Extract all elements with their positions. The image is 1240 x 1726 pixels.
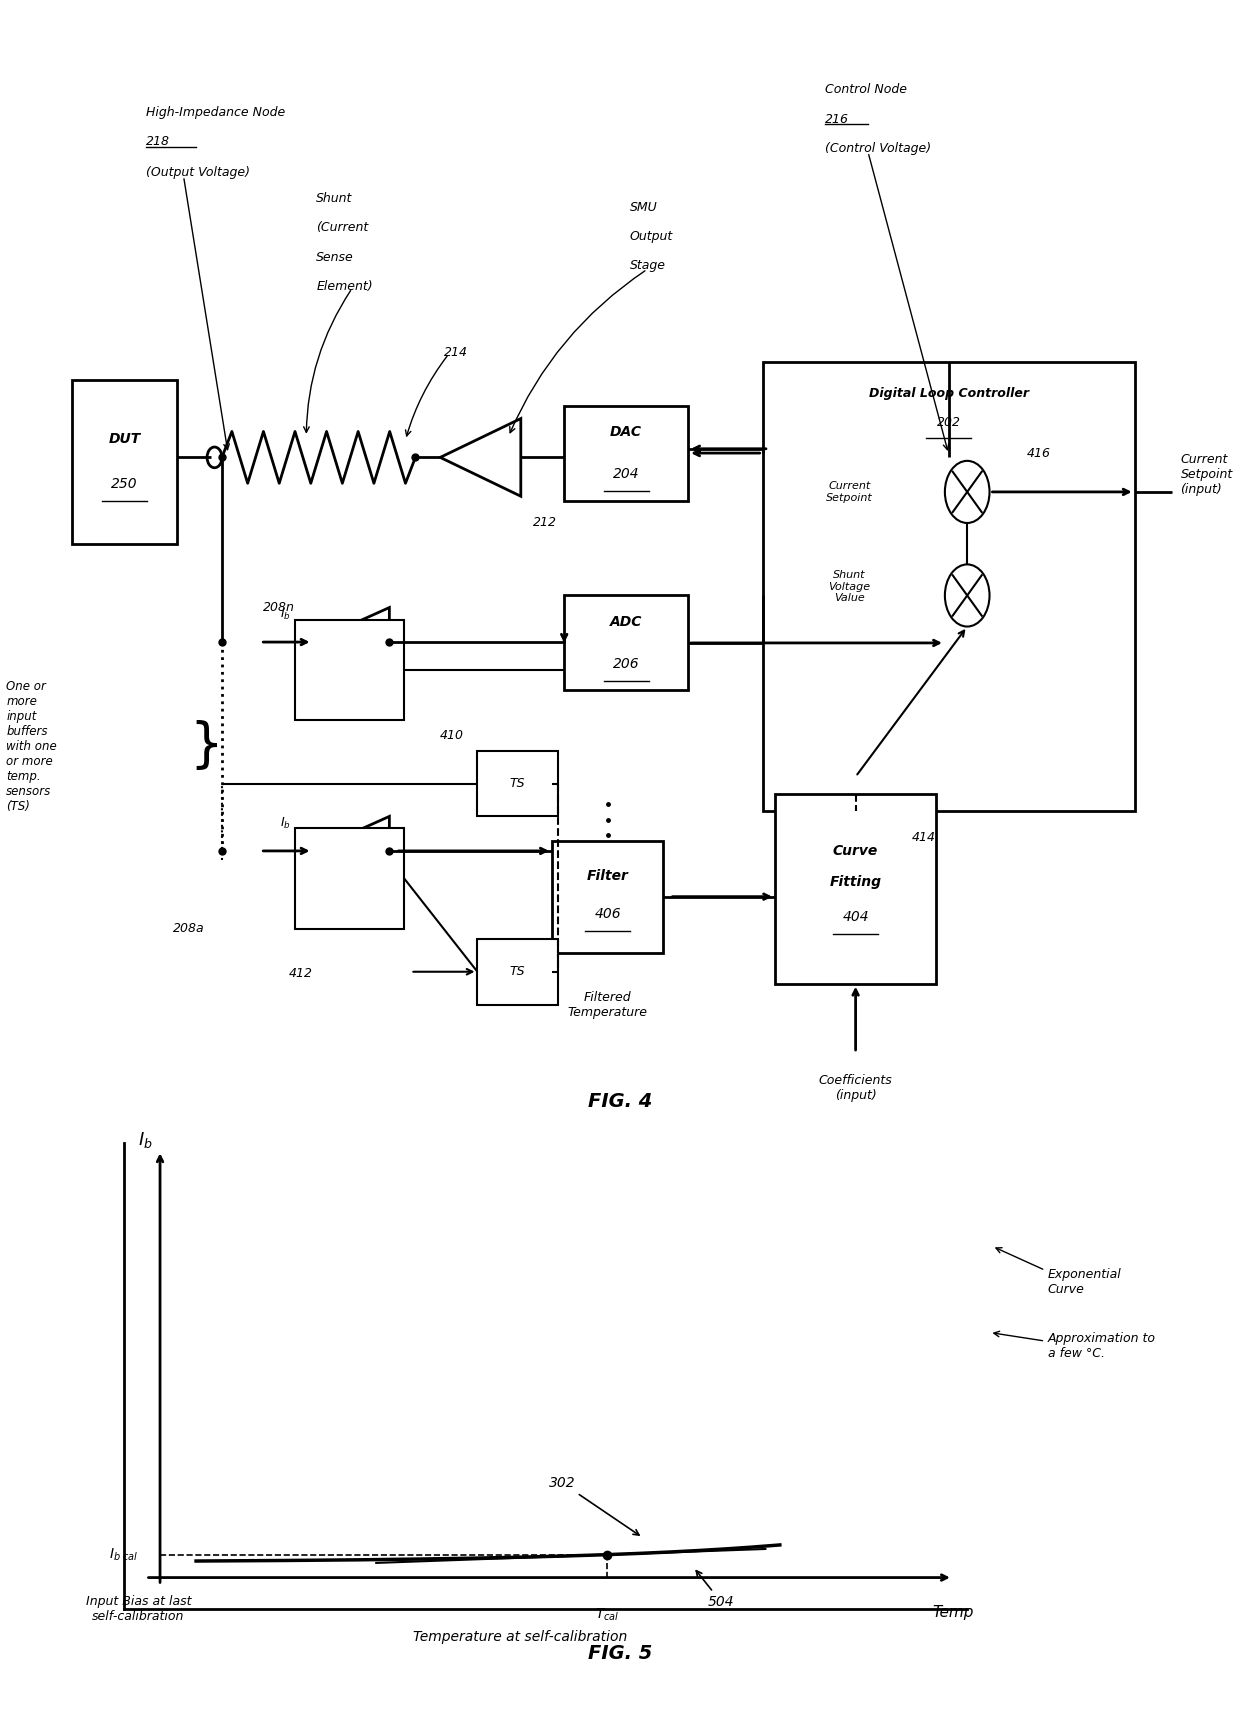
Text: 416: 416 [1027,447,1050,461]
Text: TS: TS [510,965,526,979]
Text: 208a: 208a [172,922,205,935]
Text: Output: Output [630,230,673,243]
Text: Temperature at self-calibration: Temperature at self-calibration [413,1629,627,1643]
Text: $I_b$: $I_b$ [280,816,290,830]
Text: Curve: Curve [833,844,878,858]
Text: 216: 216 [825,112,848,126]
Text: Filtered
Temperature: Filtered Temperature [568,991,647,1018]
Text: Current
Setpoint
(input): Current Setpoint (input) [1180,454,1233,495]
Text: ADC: ADC [610,614,642,630]
Text: SMU: SMU [630,200,657,214]
Text: 204: 204 [613,466,640,482]
Text: 206: 206 [613,656,640,671]
Text: Control Node: Control Node [825,83,906,97]
Bar [72,380,177,544]
Text: 414: 414 [911,830,935,844]
Text: (Current: (Current [316,221,368,235]
Text: 404: 404 [842,910,869,923]
Text: Digital Loop Controller: Digital Loop Controller [868,387,1029,400]
Text: DAC: DAC [610,425,642,440]
Text: 250: 250 [112,476,138,492]
Text: 202: 202 [936,416,961,430]
Text: Filter: Filter [587,868,629,884]
Text: 412: 412 [289,967,312,980]
Text: Coefficients
(input): Coefficients (input) [818,1074,893,1101]
Text: Sense: Sense [316,250,353,264]
Text: One or
more
input
buffers
with one
or more
temp.
sensors
(TS): One or more input buffers with one or mo… [6,680,57,813]
Text: $I_{b\ cal}$: $I_{b\ cal}$ [109,1546,139,1562]
Bar [775,794,936,984]
Text: (Output Voltage): (Output Voltage) [146,166,250,180]
Text: TS: TS [510,777,526,791]
Text: DUT: DUT [108,432,141,447]
Bar [295,620,404,720]
Bar [763,362,1135,811]
Text: High-Impedance Node: High-Impedance Node [146,105,285,119]
Text: Temp: Temp [932,1605,973,1619]
Text: 410: 410 [440,728,464,742]
Text: Shunt: Shunt [316,192,352,205]
Text: Shunt
Voltage
Value: Shunt Voltage Value [828,570,870,604]
Text: Current
Setpoint: Current Setpoint [826,482,873,502]
Text: 212: 212 [533,516,557,530]
Text: FIG. 5: FIG. 5 [588,1643,652,1664]
Text: Input Bias at last
self-calibration: Input Bias at last self-calibration [86,1595,191,1622]
Text: Fitting: Fitting [830,875,882,889]
Text: }: } [190,720,223,773]
Bar [564,406,688,501]
Text: 214: 214 [444,345,467,359]
Text: $I_b$: $I_b$ [280,608,290,621]
Text: Element): Element) [316,280,373,293]
Text: Approximation to
a few °C.: Approximation to a few °C. [1048,1332,1156,1360]
Bar [552,841,663,953]
Bar [477,939,558,1005]
Text: (Control Voltage): (Control Voltage) [825,142,931,155]
Text: 302: 302 [549,1476,639,1534]
Bar [477,751,558,816]
Text: Exponential
Curve: Exponential Curve [1048,1269,1121,1296]
Text: $I_b$: $I_b$ [139,1131,153,1151]
Bar [564,595,688,690]
Text: 504: 504 [696,1571,734,1609]
Text: 218: 218 [146,135,170,148]
Bar [295,828,404,929]
Text: FIG. 4: FIG. 4 [588,1091,652,1112]
Text: $T_{cal}$: $T_{cal}$ [595,1607,619,1622]
Text: 208n: 208n [263,601,295,614]
Text: 406: 406 [594,906,621,922]
Text: Stage: Stage [630,259,666,273]
